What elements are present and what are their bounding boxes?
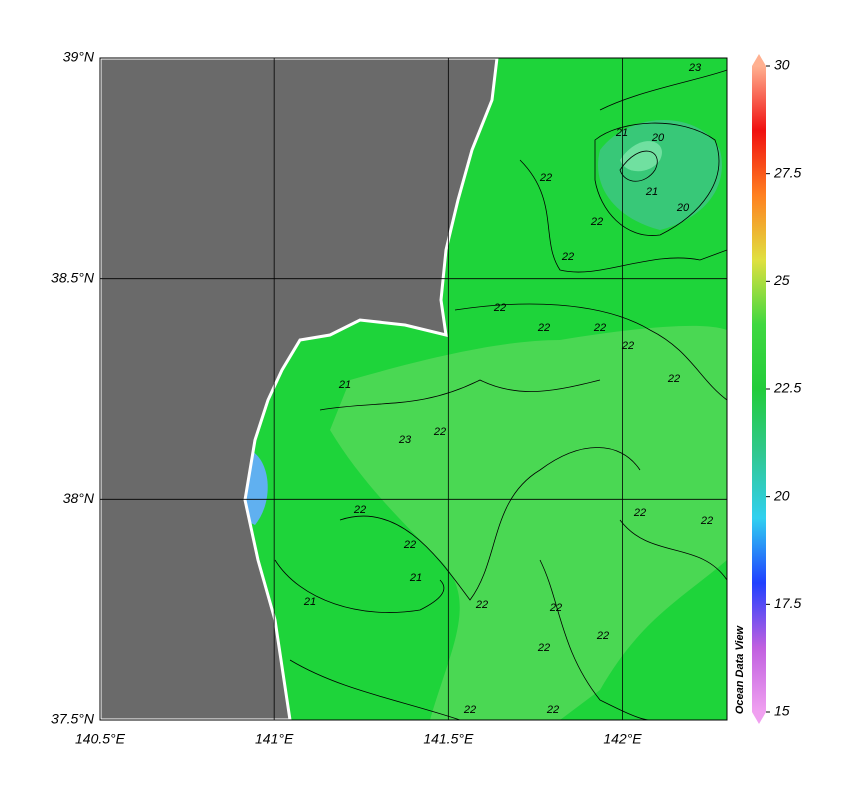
contour-label: 22 bbox=[621, 340, 634, 352]
y-tick-label: 38°N bbox=[63, 490, 95, 506]
land bbox=[100, 58, 499, 720]
contour-label: 22 bbox=[593, 322, 606, 334]
cool-core bbox=[620, 141, 662, 172]
y-tick-label: 38.5°N bbox=[51, 269, 95, 285]
colorbar-min-arrow bbox=[752, 712, 766, 724]
cool-patch bbox=[598, 120, 722, 230]
watermark: Ocean Data View bbox=[734, 624, 746, 714]
x-tick-label: 141.5°E bbox=[423, 731, 474, 747]
contour-label: 20 bbox=[676, 202, 690, 214]
contour-label: 21 bbox=[645, 186, 658, 198]
contours bbox=[274, 69, 727, 720]
contour-label: 22 bbox=[590, 216, 603, 228]
contour-label: 22 bbox=[433, 426, 446, 438]
colorbar-tick-label: 20 bbox=[773, 487, 790, 503]
contour-label: 22 bbox=[546, 704, 559, 716]
y-tick-label: 39°N bbox=[63, 49, 95, 65]
x-tick-label: 142°E bbox=[603, 731, 642, 747]
contour-label: 22 bbox=[537, 642, 550, 654]
contour-label: 21 bbox=[303, 596, 316, 608]
colorbar-max-arrow bbox=[752, 54, 766, 66]
contour-label: 22 bbox=[596, 630, 609, 642]
contour-label: 22 bbox=[463, 704, 476, 716]
contour-label: 23 bbox=[688, 62, 702, 74]
warm-patch bbox=[330, 325, 727, 720]
x-tick-label: 141°E bbox=[255, 731, 294, 747]
map-area: 23 21 20 21 20 22 22 22 22 22 22 22 22 22 21 23 22 22 21 22… bbox=[100, 58, 727, 720]
colorbar-tick-label: 17.5 bbox=[774, 595, 801, 611]
colorbar-tick-label: 25 bbox=[773, 272, 790, 288]
contour-label: 22 bbox=[667, 373, 680, 385]
contour-label: 23 bbox=[398, 434, 412, 446]
frame bbox=[99, 57, 728, 721]
contour-label: 21 bbox=[615, 127, 628, 139]
contour-label: 22 bbox=[475, 599, 488, 611]
y-tick-label: 37.5°N bbox=[51, 711, 95, 727]
contour-label: 22 bbox=[403, 539, 416, 551]
x-tick-label: 140.5°E bbox=[75, 731, 126, 747]
contour-label: 22 bbox=[633, 507, 646, 519]
contour-label: 22 bbox=[353, 504, 366, 516]
contour-label: 22 bbox=[700, 515, 713, 527]
contour-label: 22 bbox=[549, 602, 562, 614]
contour-label-group: 23 21 20 21 20 22 22 22 22 22 22 22 22 22 21 23 22 22 21 22… bbox=[303, 62, 713, 716]
colorbar-tick-label: 22.5 bbox=[773, 380, 801, 396]
colorbar-tick-label: 30 bbox=[774, 57, 790, 73]
colorbar bbox=[752, 66, 766, 712]
contour-label: 21 bbox=[338, 379, 351, 391]
colorbar-tick-label: 15 bbox=[774, 703, 790, 719]
contour-label: 21 bbox=[409, 572, 422, 584]
contour-label: 22 bbox=[539, 172, 552, 184]
colorbar-tick-label: 27.5 bbox=[773, 164, 801, 180]
contour-label: 22 bbox=[493, 302, 506, 314]
contour-label: 22 bbox=[537, 322, 550, 334]
contour-label: 20 bbox=[651, 132, 665, 144]
contour-label: 22 bbox=[561, 251, 574, 263]
